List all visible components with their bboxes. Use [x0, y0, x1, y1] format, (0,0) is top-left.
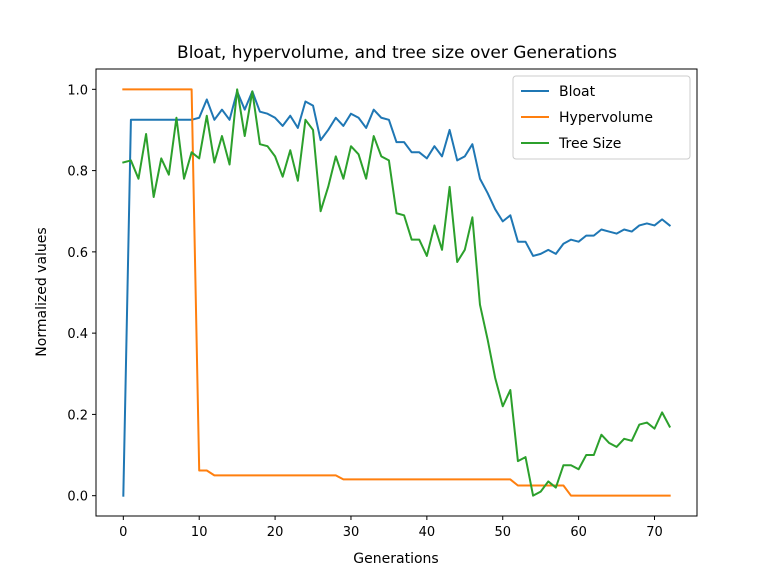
y-tick-label: 0.8	[67, 165, 88, 180]
series-line-bloat	[122, 90, 672, 497]
legend-entry: Tree Size	[558, 136, 621, 152]
chart-title: Bloat, hypervolume, and tree size over G…	[177, 43, 617, 63]
legend-box	[512, 75, 691, 160]
y-tick-label: 0.0	[67, 490, 88, 505]
x-tick-label: 20	[267, 525, 284, 540]
x-tick-label: 40	[419, 525, 436, 540]
legend-entry: Hypervolume	[559, 110, 653, 126]
y-tick-label: 1.0	[67, 83, 88, 98]
y-axis-label: Normalized values	[34, 227, 50, 356]
series-line-tree-size	[122, 88, 672, 497]
plot-frame	[95, 68, 698, 517]
x-tick-label: 60	[570, 525, 587, 540]
y-tick-label: 0.2	[67, 408, 88, 423]
y-axis: 0.0 0.2 0.4 0.6 0.8 1.0	[67, 83, 96, 505]
x-axis-label: Generations	[353, 551, 438, 567]
x-axis: 0 10 20 30 40 50 60 70	[119, 516, 663, 540]
y-tick-label: 0.6	[67, 246, 88, 261]
legend: Bloat Hypervolume Tree Size	[512, 75, 691, 160]
x-tick-label: 30	[343, 525, 360, 540]
series-layer	[122, 88, 672, 497]
series-line-hypervolume	[122, 88, 671, 497]
x-tick-label: 10	[191, 525, 208, 540]
x-tick-label: 50	[494, 525, 511, 540]
x-tick-label: 70	[646, 525, 663, 540]
legend-entry: Bloat	[559, 84, 596, 100]
x-tick-label: 0	[119, 525, 127, 540]
y-tick-label: 0.4	[67, 327, 88, 342]
